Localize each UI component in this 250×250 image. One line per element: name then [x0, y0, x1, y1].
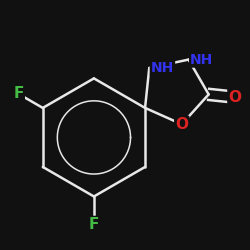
- Text: NH: NH: [151, 61, 174, 75]
- Text: O: O: [175, 117, 188, 132]
- Text: F: F: [14, 86, 24, 102]
- Text: NH: NH: [190, 52, 213, 66]
- Text: O: O: [228, 90, 241, 105]
- Text: F: F: [89, 217, 99, 232]
